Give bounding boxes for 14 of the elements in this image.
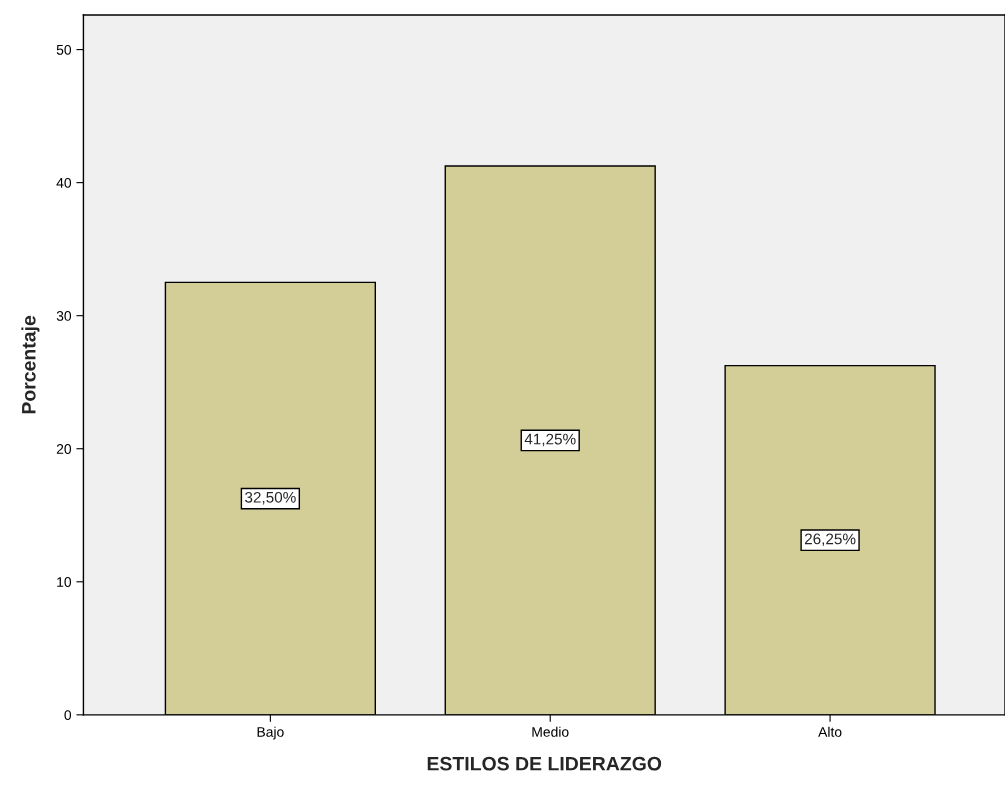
y-tick-label: 20 bbox=[56, 444, 72, 454]
x-tick-label: Medio bbox=[532, 726, 569, 737]
x-tick-label: Alto bbox=[818, 726, 842, 737]
data-label: 26,25% bbox=[804, 533, 856, 547]
y-tick-label: 10 bbox=[57, 577, 72, 587]
y-tick-label: 0 bbox=[64, 710, 72, 720]
y-tick-label: 50 bbox=[56, 44, 72, 55]
data-label: 32,50% bbox=[245, 491, 296, 505]
y-tick-label: 40 bbox=[56, 177, 72, 188]
data-label: 41,25% bbox=[524, 433, 576, 447]
y-axis-title: Porcentaje bbox=[21, 315, 40, 414]
y-tick-label: 30 bbox=[56, 311, 72, 321]
x-tick-label: Bajo bbox=[257, 726, 284, 740]
x-axis-title: ESTILOS DE LIDERAZGO bbox=[427, 756, 662, 771]
